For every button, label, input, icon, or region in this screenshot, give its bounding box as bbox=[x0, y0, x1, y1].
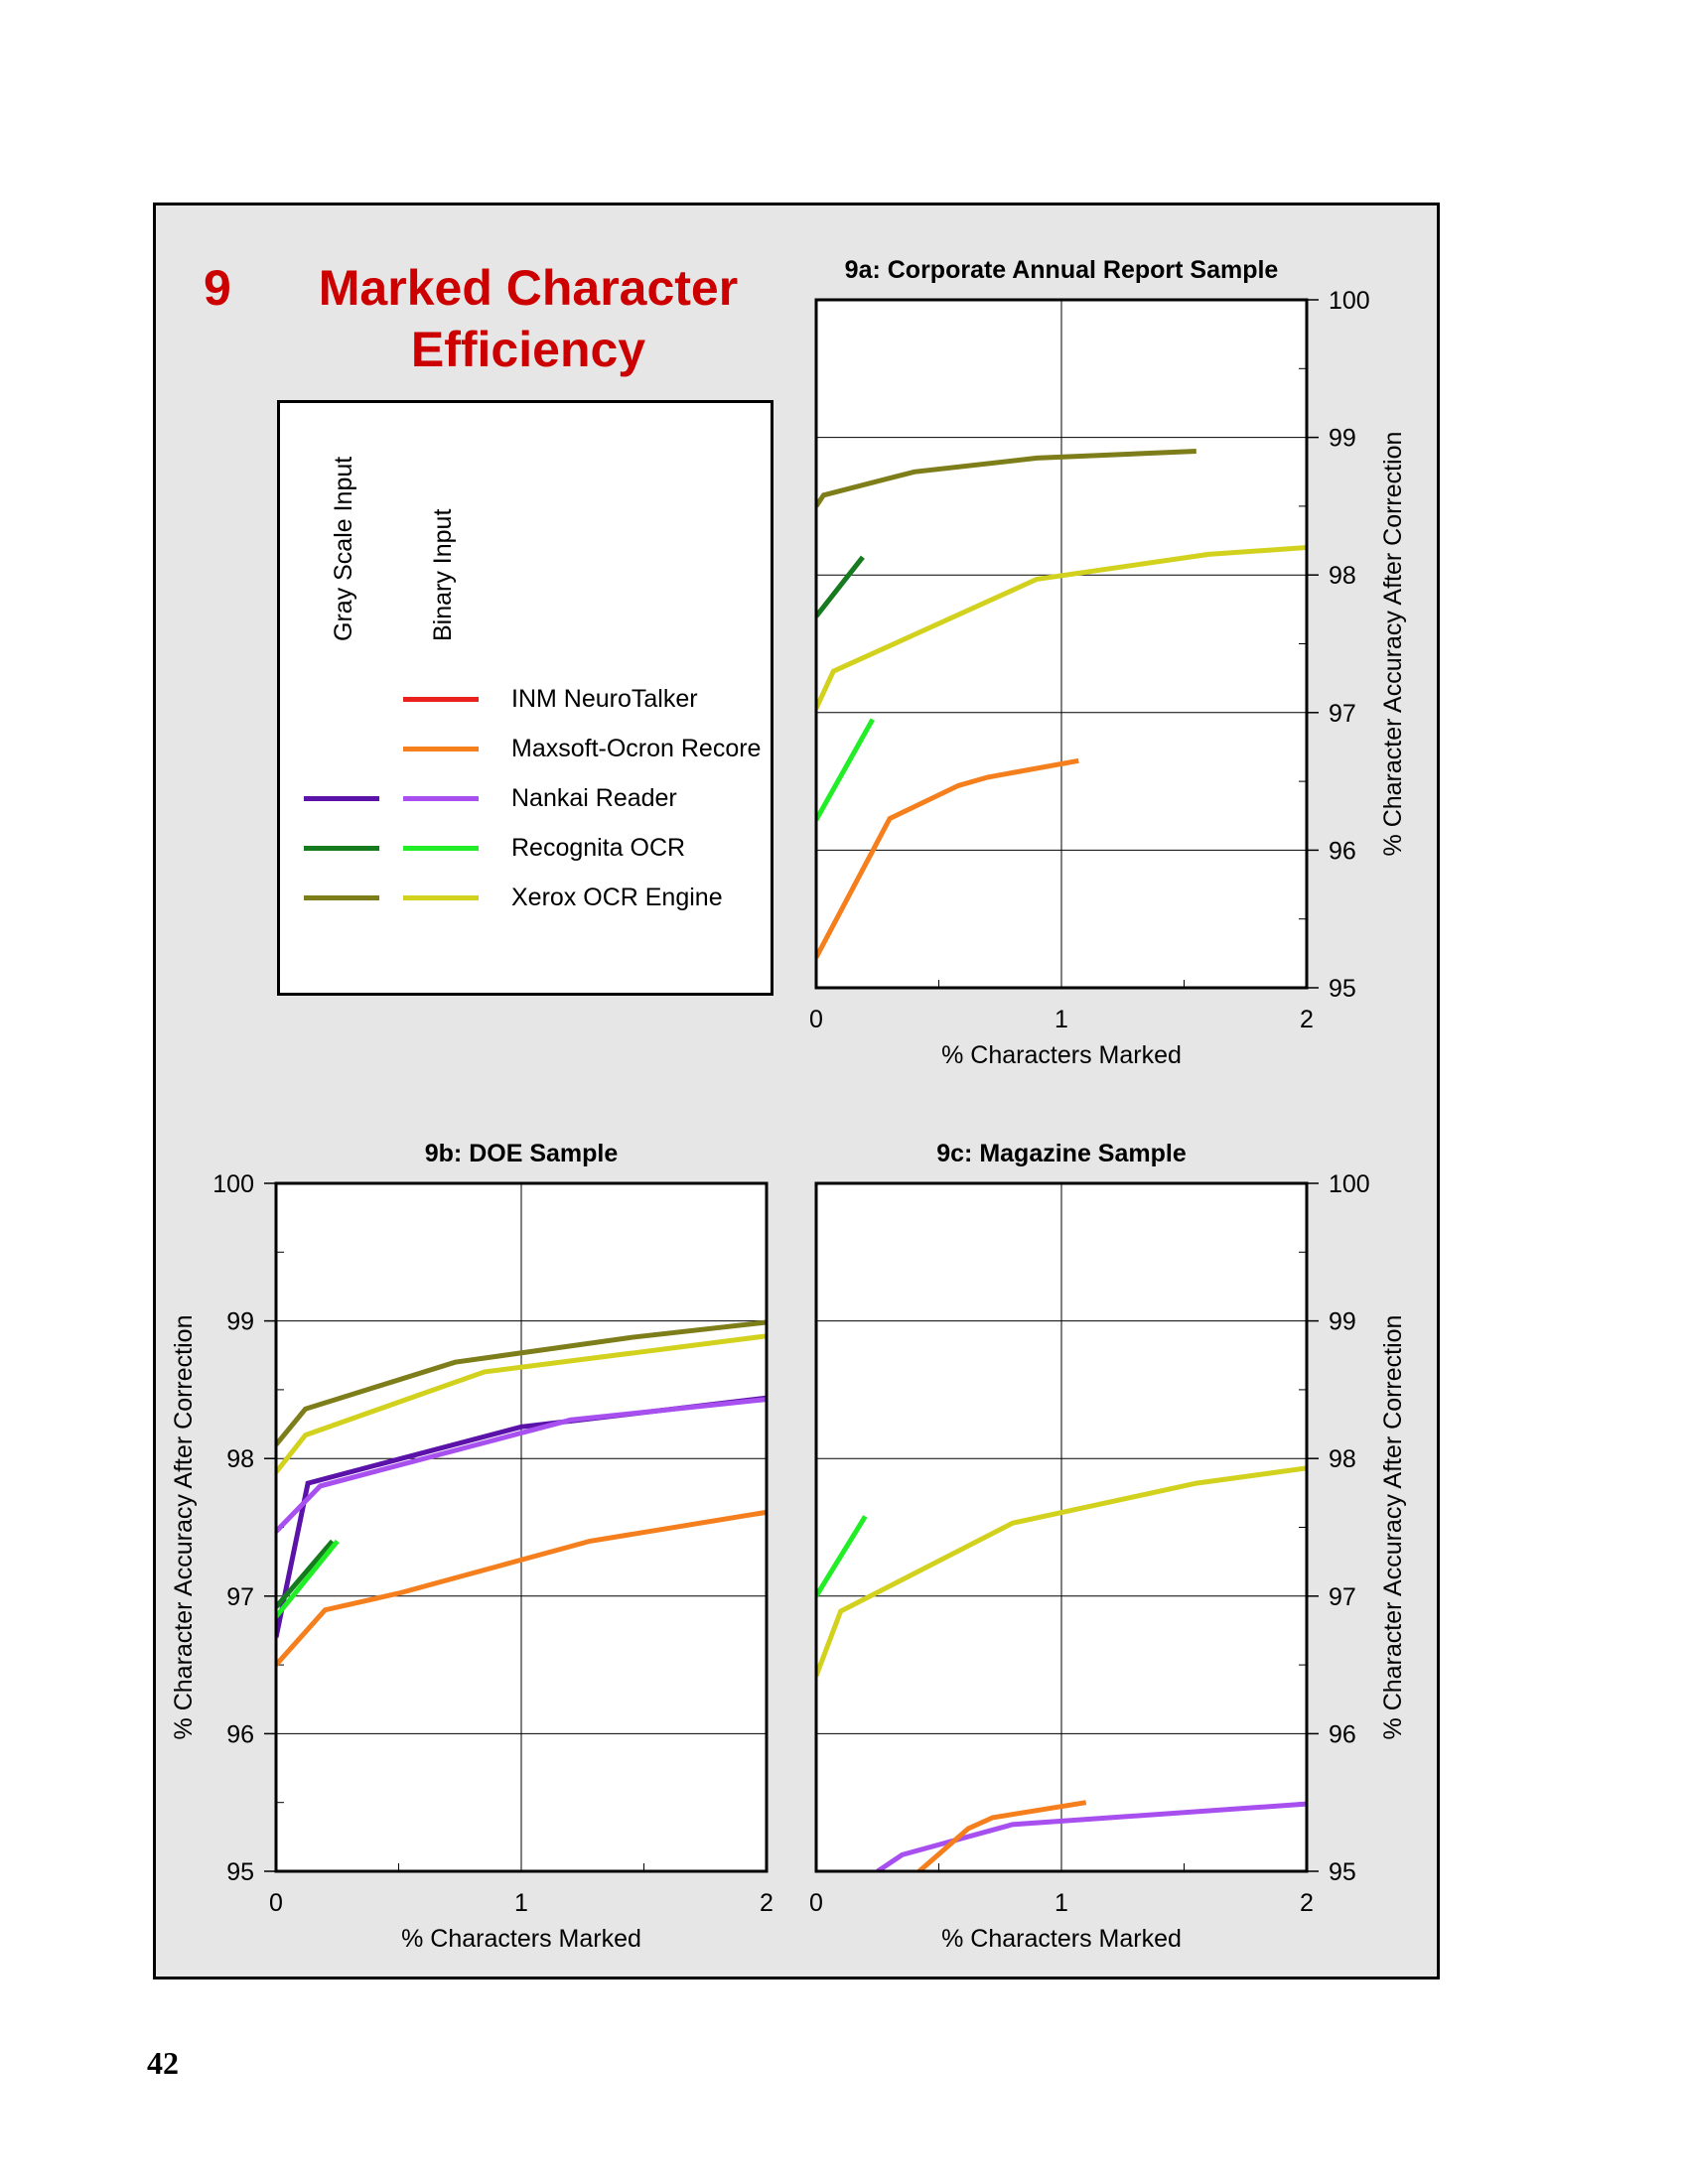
series-line-maxsoft-ocron-recore-binary bbox=[917, 1800, 1087, 1871]
chart-9b: 95 96 97 98 99 100 0 1 2 9b: DOE Sample % Characte… bbox=[170, 1140, 774, 1953]
legend-label: INM NeuroTalker bbox=[511, 685, 698, 713]
legend-label: Recognita OCR bbox=[511, 834, 686, 862]
x-tick-label: 0 bbox=[809, 1006, 823, 1033]
x-axis-label: % Characters Marked bbox=[941, 1041, 1182, 1069]
page-number: 42 bbox=[147, 2045, 179, 2081]
y-tick-label: 98 bbox=[226, 1445, 254, 1473]
x-axis-label: % Characters Marked bbox=[401, 1925, 641, 1953]
series-line-maxsoft-ocron-recore-binary bbox=[276, 1509, 767, 1667]
y-axis-label: % Character Accuracy After Correction bbox=[1379, 432, 1407, 857]
y-tick-label: 99 bbox=[1329, 425, 1356, 453]
legend-row-nankai-reader: Nankai Reader bbox=[280, 780, 776, 816]
x-tick-label: 1 bbox=[1055, 1006, 1068, 1033]
x-tick-label: 2 bbox=[1300, 1006, 1314, 1033]
y-tick-label: 96 bbox=[226, 1720, 254, 1748]
y-tick-label: 98 bbox=[1329, 562, 1356, 590]
series-line-recognita-ocr-binary bbox=[816, 1515, 868, 1598]
legend-swatch-binary bbox=[403, 697, 479, 702]
y-tick-label: 98 bbox=[1329, 1445, 1356, 1473]
chart-9c: 95 96 97 98 99 100 0 1 2 9c: Magazine Sample % Cha… bbox=[809, 1140, 1407, 1953]
series-line-xerox-ocr-engine-binary bbox=[816, 545, 1307, 710]
series-line-recognita-ocr-binary bbox=[816, 718, 875, 822]
y-tick-label: 95 bbox=[1329, 975, 1356, 1003]
x-tick-label: 1 bbox=[1055, 1889, 1068, 1917]
plot-frame bbox=[814, 298, 1309, 990]
y-axis-label: % Character Accuracy After Correction bbox=[170, 1315, 198, 1740]
series-group bbox=[816, 449, 1307, 959]
legend-swatch-gray bbox=[304, 895, 379, 900]
legend-row-xerox-ocr: Xerox OCR Engine bbox=[280, 880, 776, 915]
legend-swatch-binary bbox=[403, 747, 479, 751]
x-tick-label: 0 bbox=[269, 1889, 283, 1917]
chart-9a: 95 96 97 98 99 100 0 1 2 9a: Corporate Annual Rep… bbox=[809, 256, 1407, 1069]
legend: Gray Scale Input Binary Input INM NeuroT… bbox=[277, 400, 774, 996]
legend-label: Maxsoft-Ocron Recore bbox=[511, 735, 762, 762]
series-group bbox=[816, 1465, 1307, 1871]
y-tick-label: 97 bbox=[1329, 1583, 1356, 1611]
y-axis-label: % Character Accuracy After Correction bbox=[1379, 1315, 1407, 1740]
legend-row-recognita-ocr: Recognita OCR bbox=[280, 830, 776, 866]
chart-title: 9c: Magazine Sample bbox=[936, 1140, 1187, 1167]
chart-title: 9b: DOE Sample bbox=[425, 1140, 619, 1167]
series-line-maxsoft-ocron-recore-binary bbox=[816, 757, 1079, 959]
legend-swatch-gray bbox=[304, 796, 379, 801]
series-line-recognita-ocr-binary bbox=[276, 1539, 340, 1619]
legend-row-maxsoft-ocron: Maxsoft-Ocron Recore bbox=[280, 731, 776, 766]
y-tick-label: 100 bbox=[212, 1170, 254, 1198]
chart-title: 9a: Corporate Annual Report Sample bbox=[845, 256, 1279, 284]
legend-swatch-binary bbox=[403, 796, 479, 801]
legend-label: Xerox OCR Engine bbox=[511, 884, 723, 911]
series-line-recognita-ocr-gray bbox=[816, 555, 865, 618]
x-tick-label: 1 bbox=[514, 1889, 528, 1917]
legend-swatch-binary bbox=[403, 895, 479, 900]
y-tick-label: 96 bbox=[1329, 1720, 1356, 1748]
legend-swatch-gray bbox=[304, 846, 379, 851]
x-tick-label: 2 bbox=[1300, 1889, 1314, 1917]
y-tick-label: 100 bbox=[1329, 1170, 1370, 1198]
y-tick-label: 97 bbox=[1329, 700, 1356, 728]
x-tick-label: 0 bbox=[809, 1889, 823, 1917]
series-line-xerox-ocr-engine-gray bbox=[816, 449, 1196, 508]
legend-label: Nankai Reader bbox=[511, 784, 677, 812]
y-tick-label: 95 bbox=[1329, 1858, 1356, 1886]
legend-swatch-binary bbox=[403, 846, 479, 851]
series-line-nankai-reader-binary bbox=[276, 1397, 767, 1534]
x-tick-label: 2 bbox=[760, 1889, 774, 1917]
figure-number: 9 bbox=[204, 260, 231, 316]
series-line-xerox-ocr-engine-gray bbox=[276, 1319, 767, 1446]
y-tick-label: 100 bbox=[1329, 287, 1370, 315]
legend-row-inm-neurotalker: INM NeuroTalker bbox=[280, 681, 776, 717]
y-tick-label: 97 bbox=[226, 1583, 254, 1611]
plot-frame bbox=[814, 1181, 1309, 1873]
series-line-recognita-ocr-gray bbox=[276, 1539, 335, 1609]
y-tick-label: 99 bbox=[226, 1308, 254, 1336]
plot-frame bbox=[274, 1181, 769, 1873]
x-axis-label: % Characters Marked bbox=[941, 1925, 1182, 1953]
figure-title: Marked Character Efficiency bbox=[318, 260, 739, 377]
y-tick-label: 96 bbox=[1329, 837, 1356, 865]
series-line-xerox-ocr-engine-binary bbox=[276, 1333, 767, 1474]
y-tick-label: 95 bbox=[226, 1858, 254, 1886]
series-group bbox=[276, 1319, 767, 1667]
series-line-xerox-ocr-engine-binary bbox=[816, 1465, 1307, 1678]
y-tick-label: 99 bbox=[1329, 1308, 1356, 1336]
